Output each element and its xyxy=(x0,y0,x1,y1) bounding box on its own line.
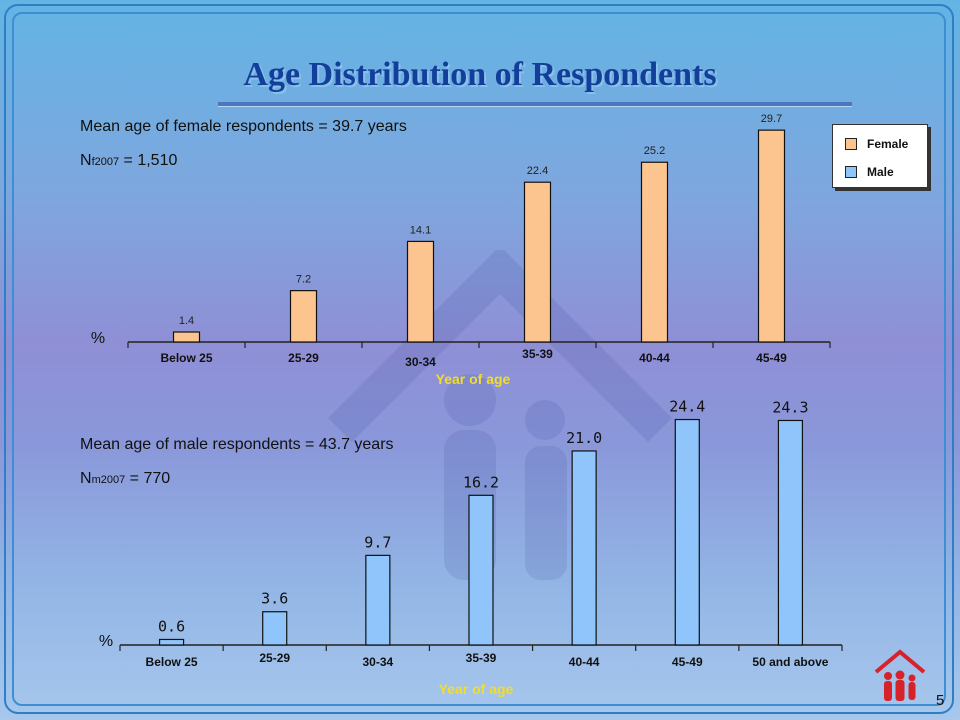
female-data-label: 22.4 xyxy=(527,165,548,177)
male-n-subscript: m2007 xyxy=(91,474,126,486)
male-data-label: 24.3 xyxy=(772,398,808,416)
male-bar-below-25 xyxy=(158,638,185,646)
female-bar-35-39 xyxy=(523,181,552,343)
female-bar-45-49 xyxy=(757,129,786,343)
male-bar-25-29 xyxy=(262,611,288,646)
male-n-prefix: N xyxy=(80,470,92,487)
male-category-label: 35-39 xyxy=(466,651,497,665)
female-data-label: 25.2 xyxy=(644,145,665,157)
female-n-value: = 1,510 xyxy=(119,152,178,169)
female-data-label: 1.4 xyxy=(179,315,194,327)
female-mean-age-text: Mean age of female respondents = 39.7 ye… xyxy=(80,118,407,135)
male-data-label: 16.2 xyxy=(463,473,499,491)
male-data-label: 9.7 xyxy=(364,533,391,551)
legend-label-female: Female xyxy=(867,137,909,151)
male-bar-35-39 xyxy=(468,494,494,646)
male-bar-40-44 xyxy=(571,450,597,646)
legend-item-male: Male xyxy=(845,165,894,179)
legend-swatch-female xyxy=(845,138,857,150)
female-category-label: 25-29 xyxy=(288,351,319,365)
male-category-label: 30-34 xyxy=(363,655,394,669)
male-y-axis-label: % xyxy=(99,633,113,650)
female-category-label: 30-34 xyxy=(405,355,436,369)
female-x-axis-label: Year of age xyxy=(436,371,511,387)
female-data-label: 7.2 xyxy=(296,274,311,286)
legend-item-female: Female xyxy=(845,137,908,151)
male-data-label: 0.6 xyxy=(158,617,185,635)
female-y-axis-label: % xyxy=(91,330,105,347)
female-n-text: Nf2007 = 1,510 xyxy=(80,152,177,170)
title-underline xyxy=(218,102,852,107)
slide-frame-inner xyxy=(12,12,946,706)
female-category-label: Below 25 xyxy=(160,351,212,365)
male-bar-45-49 xyxy=(674,418,700,646)
male-data-label: 24.4 xyxy=(669,398,705,416)
male-mean-age-text: Mean age of male respondents = 43.7 year… xyxy=(80,436,394,453)
female-n-subscript: f2007 xyxy=(91,156,120,168)
female-category-label: 45-49 xyxy=(756,351,787,365)
page-number: 5 xyxy=(936,692,945,709)
male-data-label: 3.6 xyxy=(261,590,288,608)
legend-label-male: Male xyxy=(867,165,894,179)
female-bar-below-25 xyxy=(172,331,201,343)
female-bar-30-34 xyxy=(406,240,435,343)
male-category-label: 45-49 xyxy=(672,655,703,669)
female-bar-25-29 xyxy=(289,290,318,343)
male-x-axis-label: Year of age xyxy=(439,681,514,697)
house-family-logo-icon xyxy=(874,649,926,701)
male-category-label: 25-29 xyxy=(259,651,290,665)
male-category-label: Below 25 xyxy=(146,655,198,669)
male-n-value: = 770 xyxy=(125,470,171,487)
male-bar-30-34 xyxy=(365,554,391,646)
legend-swatch-male xyxy=(845,166,857,178)
female-category-label: 35-39 xyxy=(522,347,553,361)
female-category-label: 40-44 xyxy=(639,351,670,365)
female-data-label: 29.7 xyxy=(761,113,782,125)
male-category-label: 50 and above xyxy=(752,655,828,669)
male-category-label: 40-44 xyxy=(569,655,600,669)
male-n-text: Nm2007 = 770 xyxy=(80,470,170,488)
chart-legend: Female Male xyxy=(832,124,928,188)
female-n-prefix: N xyxy=(80,152,92,169)
female-data-label: 14.1 xyxy=(410,224,431,236)
female-bar-40-44 xyxy=(640,161,669,343)
page-title: Age Distribution of Respondents xyxy=(243,56,717,93)
male-bar-50-and-above xyxy=(777,419,804,646)
slide-frame-outer xyxy=(4,4,954,714)
male-data-label: 21.0 xyxy=(566,429,602,447)
